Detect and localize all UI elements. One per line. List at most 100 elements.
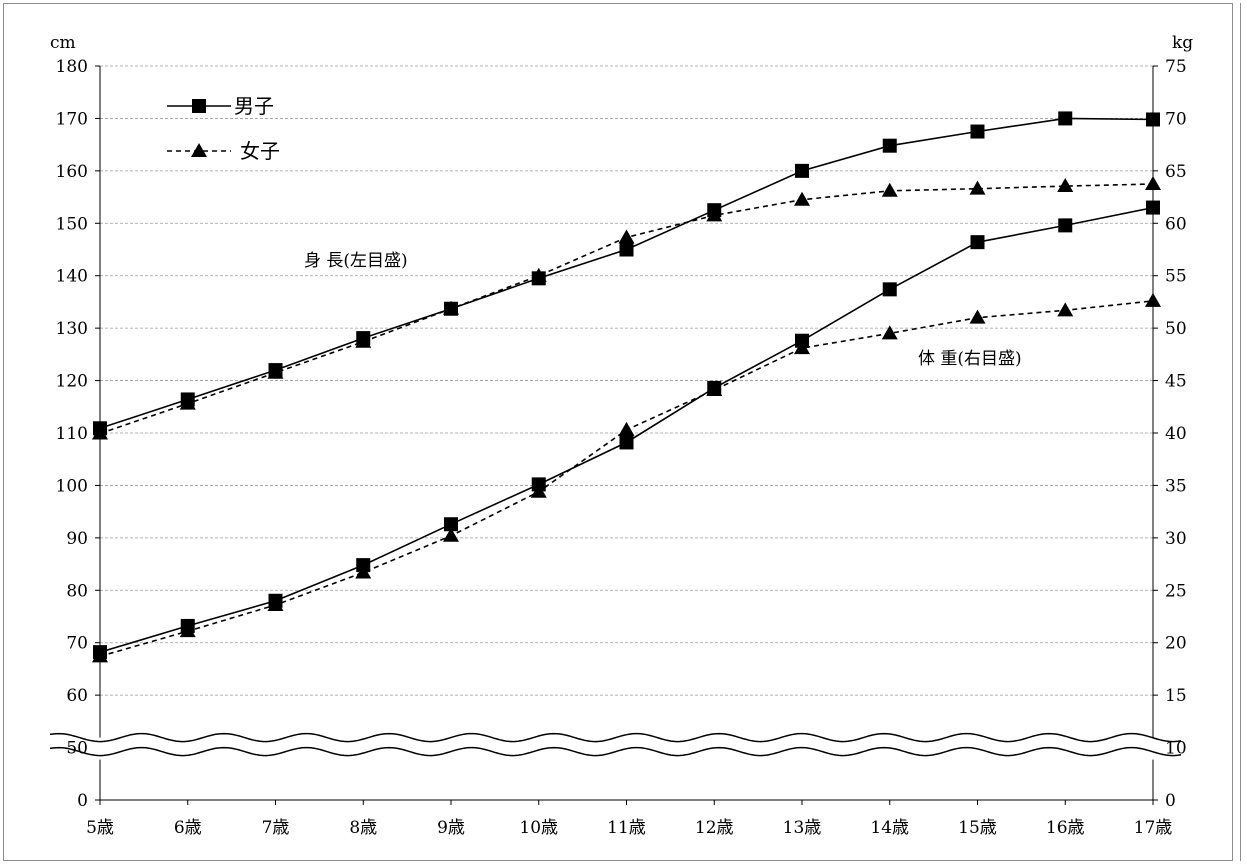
point-male-height xyxy=(619,242,634,257)
y-right-tick-label: 60 xyxy=(1165,214,1187,234)
y-left-tick-label: 100 xyxy=(56,476,88,496)
y-left-tick-label: 90 xyxy=(66,529,88,549)
x-tick-label: 5歳 xyxy=(86,818,114,838)
point-female-height xyxy=(92,425,108,440)
point-female-weight xyxy=(355,564,372,579)
point-male-weight xyxy=(970,235,985,250)
outer-border-line xyxy=(1240,3,1241,861)
point-female-height xyxy=(267,364,284,379)
axis-break xyxy=(40,732,1182,760)
point-male-weight xyxy=(1146,200,1160,215)
x-tick-label: 11歳 xyxy=(607,818,646,838)
point-female-weight xyxy=(618,421,635,436)
point-female-height xyxy=(1145,175,1161,190)
weight-annotation: 体 重(右目盛) xyxy=(918,349,1022,369)
series-line-male-height xyxy=(99,117,1154,430)
point-female-weight xyxy=(881,325,898,340)
y-right-tick-label: 10 xyxy=(1165,739,1187,759)
point-female-height xyxy=(618,229,635,244)
point-female-height xyxy=(794,191,810,206)
y-right-tick-label: 25 xyxy=(1165,581,1187,601)
y-right-tick-label: 55 xyxy=(1165,267,1187,287)
y-right-tick-label: 15 xyxy=(1165,686,1187,706)
y-right-tick-label: 0 xyxy=(1165,791,1176,811)
point-female-weight xyxy=(92,648,108,663)
point-female-height xyxy=(179,395,196,410)
x-tick-label: 16歳 xyxy=(1046,818,1085,838)
point-female-weight xyxy=(706,382,723,397)
point-male-weight xyxy=(619,435,634,450)
x-tick-label: 17歳 xyxy=(1134,818,1173,838)
x-tick-label: 7歳 xyxy=(262,818,290,838)
gridlines xyxy=(100,65,1153,748)
point-female-height xyxy=(969,180,986,195)
point-female-height xyxy=(355,333,372,348)
y-left-unit-label: cm xyxy=(50,33,76,53)
y-right-unit-label: kg xyxy=(1172,33,1193,53)
point-female-weight xyxy=(179,623,196,638)
chart-frame xyxy=(3,3,1233,861)
axis-break-wave-lower xyxy=(49,746,1182,757)
height-annotation: 身 長(左目盛) xyxy=(304,251,408,271)
y-left-tick-label: 170 xyxy=(56,109,88,129)
y-right-tick-label: 65 xyxy=(1165,162,1187,182)
x-tick-label: 9歳 xyxy=(437,818,465,838)
y-left-tick-label: 80 xyxy=(66,581,88,601)
y-right-tick-label: 20 xyxy=(1165,634,1187,654)
tick-labels: 0 50 60 70 80 90 100 110 120 130 140 150 160 170 180 0 1… xyxy=(56,57,1187,838)
y-right-tick-label: 35 xyxy=(1165,476,1187,496)
point-female-height xyxy=(706,207,723,222)
y-right-tick-label: 50 xyxy=(1165,319,1187,339)
point-female-height xyxy=(530,267,547,282)
y-left-tick-label: 160 xyxy=(56,162,88,182)
y-right-tick-label: 70 xyxy=(1165,109,1187,129)
y-left-tick-label: 150 xyxy=(56,214,88,234)
x-tick-label: 6歳 xyxy=(174,818,202,838)
y-left-tick-label: 110 xyxy=(56,424,88,444)
point-male-height xyxy=(1058,111,1073,126)
legend-marker-male xyxy=(192,99,206,113)
y-left-tick-label: 130 xyxy=(56,319,88,339)
point-female-weight xyxy=(1057,302,1074,317)
point-female-height xyxy=(881,182,898,197)
x-tick-label: 12歳 xyxy=(695,818,734,838)
point-male-height xyxy=(795,163,809,178)
y-left-tick-label: 50 xyxy=(66,739,88,759)
x-tick-label: 8歳 xyxy=(349,818,377,838)
y-left-tick-label: 120 xyxy=(56,372,88,392)
point-male-weight xyxy=(1058,218,1073,233)
point-female-weight xyxy=(794,340,810,355)
y-right-tick-label: 40 xyxy=(1165,424,1187,444)
axis-break-wave-upper xyxy=(49,732,1182,743)
legend-label-male: 男子 xyxy=(234,94,274,118)
point-female-weight xyxy=(443,527,459,542)
series-line-female-height xyxy=(99,183,1154,435)
point-female-height xyxy=(443,300,459,315)
x-tick-label: 10歳 xyxy=(519,818,558,838)
point-female-weight xyxy=(530,483,547,498)
point-male-weight xyxy=(882,282,897,297)
x-tick-label: 15歳 xyxy=(958,818,997,838)
x-tick-label: 14歳 xyxy=(870,818,909,838)
x-tick-label: 13歳 xyxy=(783,818,822,838)
point-female-weight xyxy=(969,309,986,324)
y-right-tick-label: 45 xyxy=(1165,372,1187,392)
y-right-tick-label: 75 xyxy=(1165,57,1187,77)
y-left-tick-label: 140 xyxy=(56,267,88,287)
point-male-height xyxy=(970,124,985,139)
legend-label-female: 女子 xyxy=(240,139,280,163)
point-female-weight xyxy=(1145,292,1161,307)
point-male-height xyxy=(882,138,897,153)
axis-break-mask xyxy=(40,737,1178,760)
point-male-weight xyxy=(444,517,458,532)
series xyxy=(92,111,1161,663)
point-female-height xyxy=(1057,178,1074,193)
legend: 男子 女子 xyxy=(167,94,280,163)
legend-marker-female xyxy=(191,143,207,157)
point-female-weight xyxy=(267,596,284,611)
y-left-tick-label: 180 xyxy=(56,57,88,77)
y-left-tick-label: 70 xyxy=(66,634,88,654)
y-left-tick-label: 0 xyxy=(77,791,88,811)
point-male-height xyxy=(1146,112,1160,127)
